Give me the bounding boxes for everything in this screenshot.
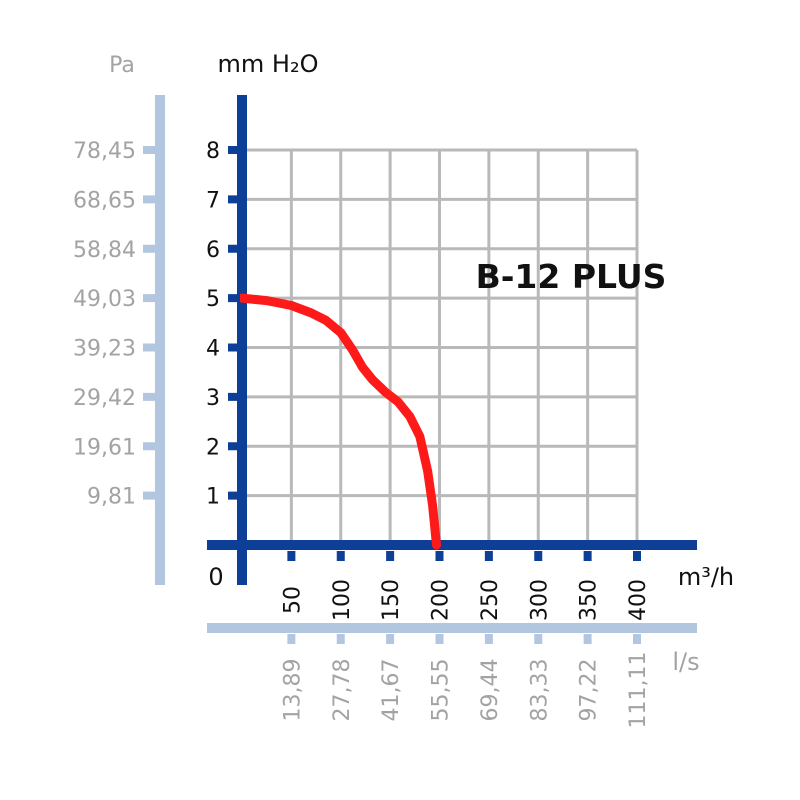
grid [242,148,639,545]
performance-curve [237,293,441,550]
pa-tick-label: 58,84 [73,238,136,263]
x-tick-mark [534,551,543,561]
x-tick-mark [435,551,444,561]
chart-title: B-12 PLUS [476,257,667,296]
ls-tick-label: 111,11 [626,652,651,729]
pa-tick-mark [143,392,155,401]
pa-tick-mark [143,442,155,451]
y-tick-label: 1 [206,485,220,510]
x-tick-mark [287,551,296,561]
ls-tick-label: 83,33 [527,659,552,722]
x-tick-label: 250 [478,579,503,621]
y-tick-label: 2 [206,435,220,460]
y-tick-mark [228,392,240,401]
pa-tick-label: 9,81 [87,485,136,510]
ls-tick-mark [287,634,296,644]
axes [155,95,697,633]
x-tick-mark [386,551,395,561]
ls-tick-label: 41,67 [379,659,404,722]
pa-tick-mark [143,195,155,204]
y-tick-label: 4 [206,337,220,362]
y-tick-mark [228,343,240,352]
y-tick-mark [228,146,240,154]
y-tick-mark [228,491,240,500]
ls-tick-label: 97,22 [577,659,602,722]
pa-tick-mark [143,146,155,154]
pa-tick-label: 19,61 [73,435,136,460]
ls-tick-mark [534,634,543,644]
y-tick-mark [228,195,240,204]
y-tick-label: 6 [206,238,220,263]
ls-tick-label: 55,55 [429,659,454,722]
y-tick-mark [228,244,240,253]
x-tick-label: 100 [330,579,355,621]
ls-tick-mark [336,634,345,644]
y-tick-label: 8 [206,139,220,164]
x-axis-label: m³/h [678,563,734,591]
x-tick-label: 300 [527,579,552,621]
x-tick-mark [633,551,641,561]
pa-tick-label: 49,03 [73,287,136,312]
pa-tick-mark [143,491,155,500]
y-tick-label: 5 [206,287,220,312]
pa-tick-mark [143,244,155,253]
x-tick-label: 50 [280,586,305,614]
ls-tick-mark [484,634,493,644]
ls-tick-label: 27,78 [330,659,355,722]
pa-tick-mark [143,294,155,303]
y-tick-mark [228,294,240,303]
ls-axis-label: l/s [672,648,699,676]
x-tick-label: 150 [379,579,404,621]
ls-tick-mark [633,634,641,644]
x-tick-label: 400 [626,579,651,621]
y-tick-mark [228,442,240,451]
x-tick-mark [336,551,345,561]
pa-tick-label: 29,42 [73,386,136,411]
x-tick-label: 200 [429,579,454,621]
pa-tick-label: 78,45 [73,139,136,164]
pa-tick-label: 39,23 [73,337,136,362]
mmh2o-axis-label: mm H₂O [218,50,319,78]
y-tick-label: 3 [206,386,220,411]
pa-tick-label: 68,65 [73,188,136,213]
series [237,293,441,550]
y-tick-label: 7 [206,188,220,213]
ls-tick-label: 69,44 [478,659,503,722]
x-tick-mark [484,551,493,561]
ls-tick-mark [583,634,592,644]
ls-tick-label: 13,89 [280,659,305,722]
origin-label: 0 [208,563,223,591]
x-tick-mark [583,551,592,561]
pa-axis-label: Pa [109,53,135,78]
ls-tick-mark [386,634,395,644]
pa-tick-mark [143,343,155,352]
x-tick-label: 350 [577,579,602,621]
ticks: 1 2 3 4 5 6 7 8 9,81 19,61 29,42 39,23 49,03 58,84 68,… [73,139,651,728]
ls-tick-mark [435,634,444,644]
